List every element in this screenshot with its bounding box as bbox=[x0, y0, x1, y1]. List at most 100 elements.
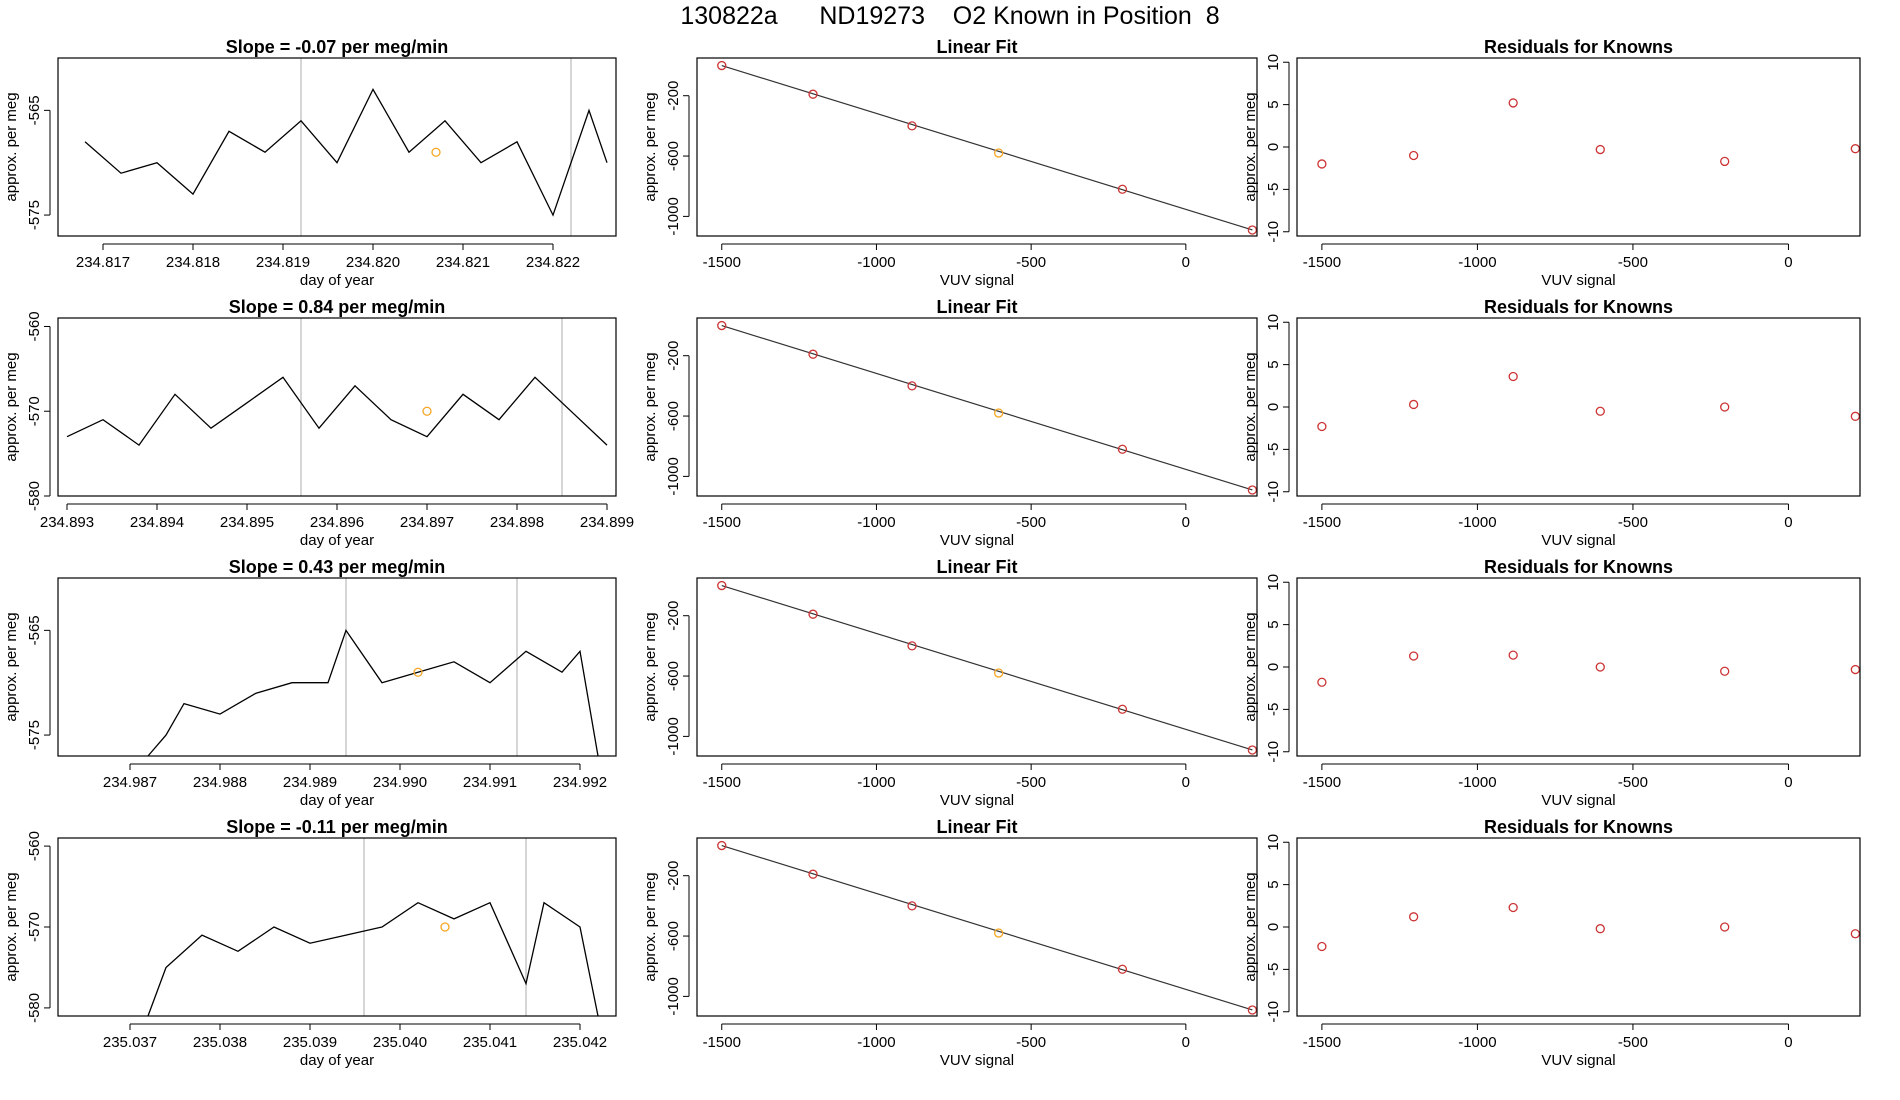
r3c2-y-tick-label-1: -600 bbox=[665, 661, 682, 691]
r1c1-x-tick-label-0: 234.817 bbox=[76, 254, 130, 271]
r2c1-y-tick-label-2: -580 bbox=[26, 481, 43, 511]
r3c1-y-tick-label-1: -575 bbox=[26, 720, 43, 750]
r3c2-data-point-1 bbox=[808, 609, 818, 619]
r4c3-x-tick-label-1: -1000 bbox=[1458, 1034, 1496, 1051]
r3c2-x-tick-label-0: -1500 bbox=[703, 774, 741, 791]
r2c3-x-tick-label-2: -500 bbox=[1618, 514, 1648, 531]
r2c2-y-tick-label-2: -1000 bbox=[665, 457, 682, 495]
r3c2-data-point-4 bbox=[1117, 704, 1128, 714]
r3c1-x-tick-label-5: 234.992 bbox=[553, 774, 607, 791]
r3c3-data-point-5 bbox=[1850, 664, 1860, 675]
r1c1-y-tick-label-1: -575 bbox=[26, 200, 43, 230]
r4c3-data-point-1 bbox=[1408, 912, 1419, 922]
r4c3-data-point-3 bbox=[1595, 924, 1605, 934]
r2c3-data-point-0 bbox=[1317, 421, 1327, 432]
r4c2-panel-title: Linear Fit bbox=[936, 817, 1017, 837]
r2c3-data-point-1 bbox=[1408, 399, 1419, 410]
r2c1-y-tick-label-1: -570 bbox=[26, 396, 43, 426]
r4c2-data-point-3 bbox=[994, 928, 1004, 938]
r4c3-y-tick-label-0: 10 bbox=[1265, 834, 1282, 851]
r2c3-x-tick-label-3: 0 bbox=[1784, 514, 1792, 531]
r1c2-data-point-5 bbox=[1247, 225, 1258, 235]
r1c2-x-tick-label-1: -1000 bbox=[857, 254, 895, 271]
r4c3-data-point-0 bbox=[1317, 941, 1327, 952]
r1c2-y-axis-label: approx. per meg bbox=[642, 92, 659, 201]
r2c1-x-tick-label-4: 234.897 bbox=[400, 514, 454, 531]
r2c2-data-point-4 bbox=[1117, 444, 1128, 454]
r2c2-data-point-1 bbox=[808, 349, 818, 359]
r1c2-data-point-1 bbox=[808, 89, 818, 99]
r4c3-data-point-4 bbox=[1720, 922, 1730, 932]
r3c2-x-axis-label: VUV signal bbox=[940, 792, 1014, 809]
r1c2-data-point-2 bbox=[907, 121, 917, 131]
r2c2-data-point-3 bbox=[994, 408, 1004, 418]
r2c3-plot-frame bbox=[1296, 317, 1861, 497]
r2c2-x-axis-label: VUV signal bbox=[940, 532, 1014, 549]
r1c2-fit-line bbox=[721, 64, 1253, 231]
r2c3-y-tick-label-2: 0 bbox=[1265, 403, 1282, 411]
r3c2-y-tick-label-0: -200 bbox=[665, 601, 682, 631]
r2c1-panel-title: Slope = 0.84 per meg/min bbox=[229, 297, 446, 317]
r1c3-data-point-4 bbox=[1720, 156, 1730, 167]
r4c3-data-point-5 bbox=[1850, 929, 1860, 939]
r1c3-data-point-1 bbox=[1408, 150, 1419, 161]
r1c1-plot-frame bbox=[57, 57, 617, 237]
r4c3-x-tick-label-3: 0 bbox=[1784, 1034, 1792, 1051]
r3c2-panel-title: Linear Fit bbox=[936, 557, 1017, 577]
r1c2-x-axis-label: VUV signal bbox=[940, 272, 1014, 289]
r3c2-plot-frame bbox=[696, 577, 1258, 757]
r3c3-y-axis-label: approx. per meg bbox=[1242, 612, 1259, 721]
r3c2-data-point-2 bbox=[907, 641, 917, 651]
r2c2-x-tick-label-1: -1000 bbox=[857, 514, 895, 531]
r2c1-y-tick-label-0: -560 bbox=[26, 311, 43, 341]
r4c3-y-axis-label: approx. per meg bbox=[1242, 872, 1259, 981]
r4c3-x-tick-label-0: -1500 bbox=[1303, 1034, 1341, 1051]
r4c1-panel-title: Slope = -0.11 per meg/min bbox=[226, 817, 448, 837]
r4c2-data-point-4 bbox=[1117, 964, 1128, 974]
r4c1-x-tick-label-0: 235.037 bbox=[103, 1034, 157, 1051]
r2c2-y-tick-label-0: -200 bbox=[665, 341, 682, 371]
r2c1-x-tick-label-0: 234.893 bbox=[40, 514, 94, 531]
r3c3-x-tick-label-2: -500 bbox=[1618, 774, 1648, 791]
r3c2-data-point-3 bbox=[994, 668, 1004, 678]
r3c1-y-tick-label-0: -565 bbox=[26, 615, 43, 645]
r2c3-y-axis-label: approx. per meg bbox=[1242, 352, 1259, 461]
r1c3-panel-title: Residuals for Knowns bbox=[1484, 37, 1673, 57]
r2c3-y-tick-label-0: 10 bbox=[1265, 314, 1282, 331]
r3c2-y-tick-label-2: -1000 bbox=[665, 717, 682, 755]
r2c2-fit-line bbox=[721, 324, 1253, 491]
r1c2-y-tick-label-1: -600 bbox=[665, 141, 682, 171]
r4c1-y-tick-label-2: -580 bbox=[26, 993, 43, 1023]
r4c2-x-tick-label-0: -1500 bbox=[703, 1034, 741, 1051]
r4c2-y-axis-label: approx. per meg bbox=[642, 872, 659, 981]
r4c2-y-tick-label-2: -1000 bbox=[665, 977, 682, 1015]
r2c1-plot-frame bbox=[57, 317, 617, 497]
r3c3-x-tick-label-3: 0 bbox=[1784, 774, 1792, 791]
r4c1-y-tick-label-0: -560 bbox=[26, 831, 43, 861]
r4c1-y-tick-label-1: -570 bbox=[26, 912, 43, 942]
r2c3-data-point-5 bbox=[1850, 411, 1860, 421]
r2c2-x-tick-label-0: -1500 bbox=[703, 514, 741, 531]
r4c2-data-point-1 bbox=[808, 869, 818, 879]
r1c3-data-point-5 bbox=[1850, 144, 1860, 154]
r1c3-y-axis-label: approx. per meg bbox=[1242, 92, 1259, 201]
r1c2-x-tick-label-0: -1500 bbox=[703, 254, 741, 271]
r1c1-x-tick-label-3: 234.820 bbox=[346, 254, 400, 271]
r4c1-y-axis-label: approx. per meg bbox=[3, 872, 20, 981]
r2c2-panel-title: Linear Fit bbox=[936, 297, 1017, 317]
r1c3-y-tick-label-4: -10 bbox=[1265, 221, 1282, 243]
r4c2-data-point-5 bbox=[1247, 1005, 1258, 1015]
r2c2-y-tick-label-1: -600 bbox=[665, 401, 682, 431]
r3c2-y-axis-label: approx. per meg bbox=[642, 612, 659, 721]
r3c3-data-point-1 bbox=[1408, 651, 1419, 661]
r2c2-y-axis-label: approx. per meg bbox=[642, 352, 659, 461]
r2c3-data-point-2 bbox=[1508, 371, 1518, 382]
r1c2-x-tick-label-3: 0 bbox=[1182, 254, 1190, 271]
r4c3-x-axis-label: VUV signal bbox=[1541, 1052, 1615, 1069]
r4c1-x-tick-label-1: 235.038 bbox=[193, 1034, 247, 1051]
r1c1-x-tick-label-2: 234.819 bbox=[256, 254, 310, 271]
r4c3-y-tick-label-1: 5 bbox=[1265, 880, 1282, 888]
r3c1-plot-frame bbox=[57, 577, 617, 757]
r3c3-data-point-2 bbox=[1508, 650, 1518, 660]
r3c1-data-series-line bbox=[147, 628, 599, 757]
